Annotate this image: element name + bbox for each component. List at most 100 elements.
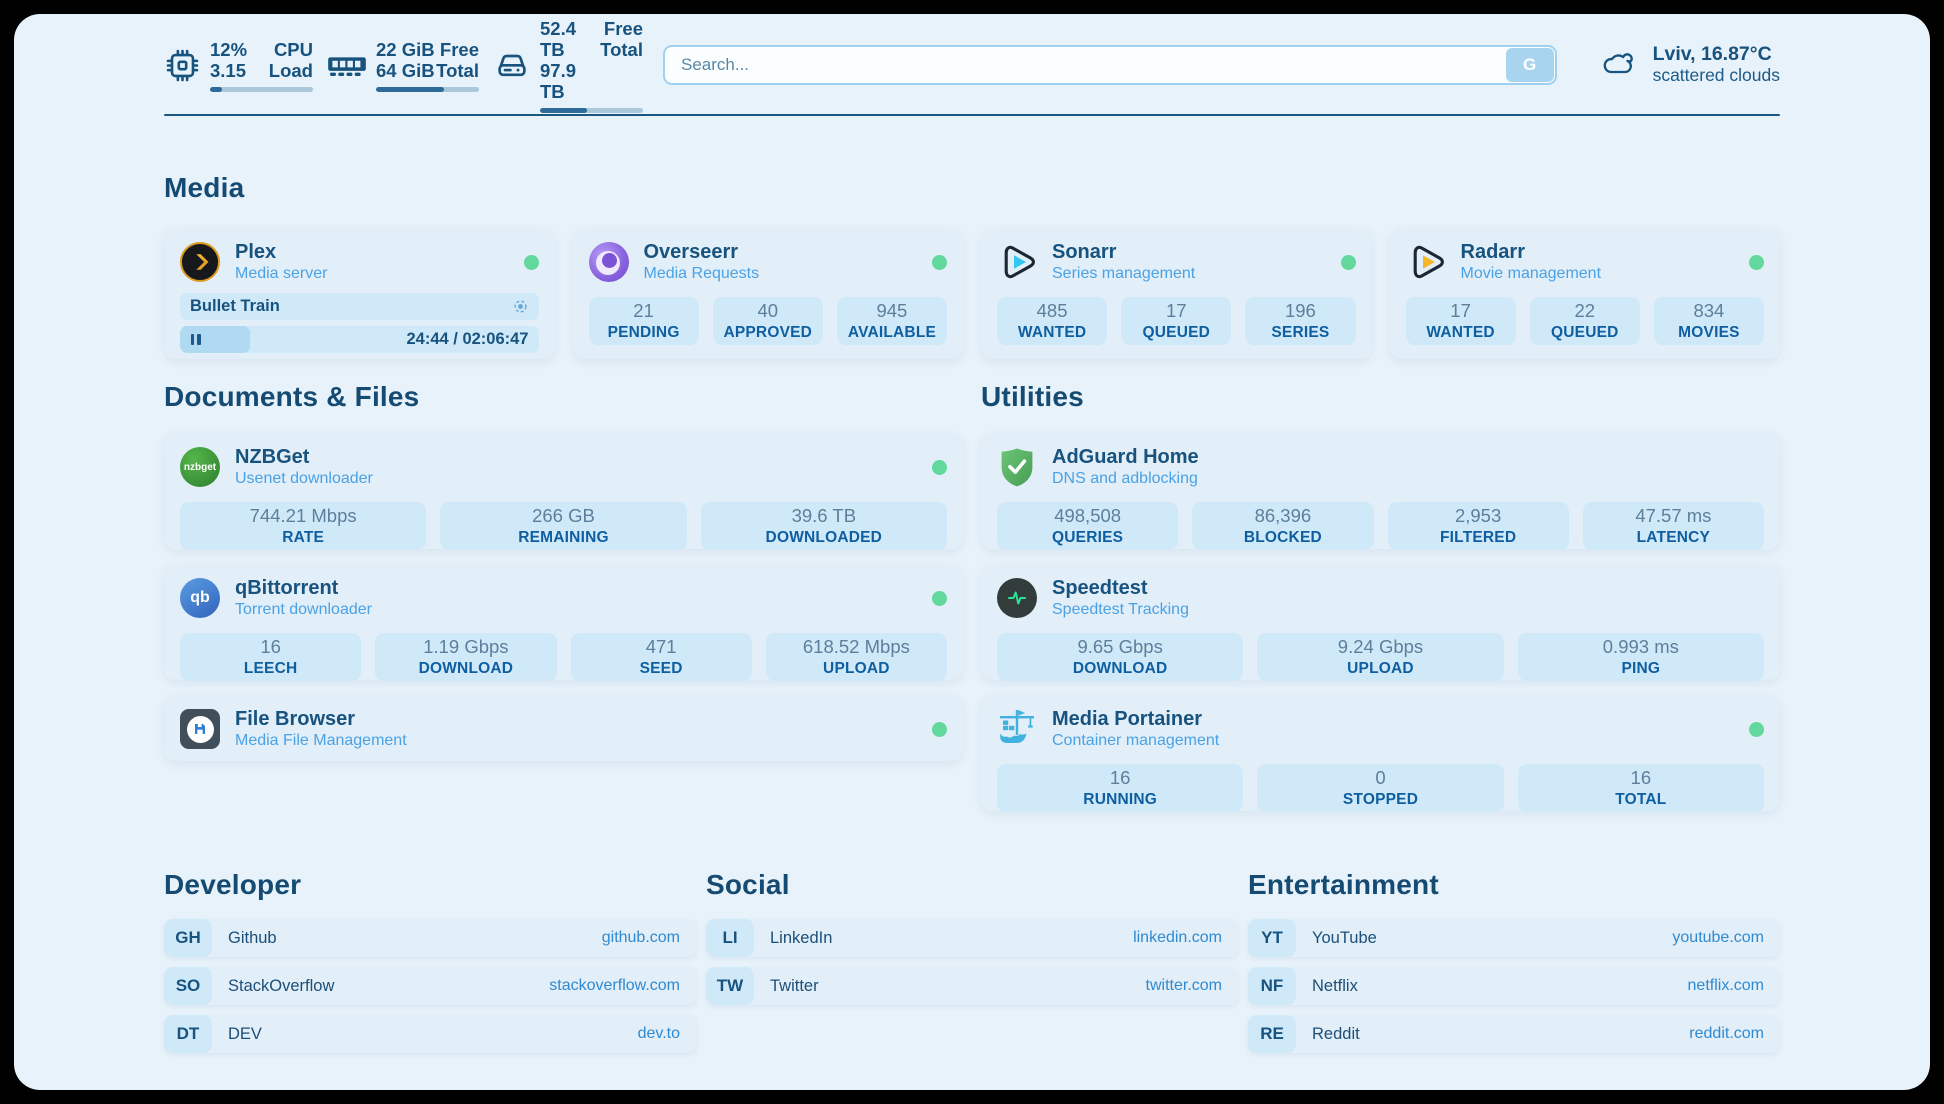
stat-tile: 0.993 ms PING xyxy=(1517,633,1764,681)
stat-tile: 618.52 Mbps UPLOAD xyxy=(765,633,947,681)
stat-tile: 196 SERIES xyxy=(1245,297,1356,345)
disk-values: 52.4 TB 97.9 TB xyxy=(540,17,577,102)
bookmark-name: YouTube xyxy=(1312,928,1377,947)
app-card-sonarr[interactable]: Sonarr Series management 485 WANTED 17 QUE… xyxy=(981,228,1372,359)
section-heading-social: Social xyxy=(706,869,790,900)
stat-tile: 498,508 QUERIES xyxy=(997,502,1179,550)
stat-tile: 17 QUEUED xyxy=(1121,297,1232,345)
portainer-icon xyxy=(997,709,1037,749)
section-utilities: Utilities AdGuard H xyxy=(981,381,1780,812)
memory-labels: Free Total xyxy=(436,38,479,81)
app-card-qbittorrent[interactable]: qb qBittorrent Torrent downloader 16 LEEC… xyxy=(164,564,963,681)
section-heading-developer: Developer xyxy=(164,869,302,900)
bookmark-url[interactable]: youtube.com xyxy=(1672,929,1764,946)
cpu-progress xyxy=(210,86,313,92)
stat-tile: 9.24 Gbps UPLOAD xyxy=(1257,633,1504,681)
bookmark-reddit[interactable]: RE Reddit reddit.com xyxy=(1248,1015,1780,1053)
weather-location: Lviv, 16.87°C xyxy=(1652,43,1772,65)
app-title: Overseerr xyxy=(643,241,739,263)
bookmark-name: Github xyxy=(228,928,277,947)
app-card-plex[interactable]: Plex Media server Bullet Train xyxy=(164,228,555,359)
app-card-overseerr[interactable]: Overseerr Media Requests 21 PENDING 40 APP… xyxy=(572,228,963,359)
speedtest-icon xyxy=(997,578,1037,618)
app-subtitle: Movie management xyxy=(1460,265,1602,282)
now-playing-row: Bullet Train xyxy=(180,293,539,320)
plex-icon xyxy=(180,242,220,282)
bookmark-twitter[interactable]: TW Twitter twitter.com xyxy=(706,967,1238,1005)
stat-tile: 40 APPROVED xyxy=(712,297,823,345)
app-subtitle: Torrent downloader xyxy=(235,601,372,618)
filebrowser-icon xyxy=(180,709,220,749)
app-title: Media Portainer xyxy=(1052,708,1203,730)
cpu-values: 12% 3.15 xyxy=(210,38,248,81)
status-online-dot xyxy=(932,254,947,270)
app-card-adguard[interactable]: AdGuard Home DNS and adblocking 498,508 Q… xyxy=(981,433,1780,550)
app-card-portainer[interactable]: Media Portainer Container management 16 R… xyxy=(981,695,1780,812)
bookmark-url[interactable]: dev.to xyxy=(637,1025,680,1042)
bookmark-dev[interactable]: DT DEV dev.to xyxy=(164,1015,696,1053)
stat-tile: 47.57 ms LATENCY xyxy=(1582,502,1764,550)
app-subtitle: Media server xyxy=(235,265,328,282)
bookmark-stackoverflow[interactable]: SO StackOverflow stackoverflow.com xyxy=(164,967,696,1005)
now-playing-title: Bullet Train xyxy=(190,297,280,315)
bookmark-name: Twitter xyxy=(770,976,819,995)
bookmark-youtube[interactable]: YT YouTube youtube.com xyxy=(1248,919,1780,957)
search-engine-button[interactable]: G xyxy=(1505,48,1554,82)
radarr-icon xyxy=(1406,242,1446,282)
stat-tile: 834 MOVIES xyxy=(1653,297,1765,345)
stat-tile: 16 TOTAL xyxy=(1517,764,1764,812)
cpu-labels: CPU Load xyxy=(268,38,313,81)
app-title: Radarr xyxy=(1460,241,1525,263)
bookmark-name: LinkedIn xyxy=(770,928,833,947)
topbar: 12% 3.15 CPU Load xyxy=(164,18,1780,113)
app-title: Speedtest xyxy=(1052,577,1148,599)
cloud-icon xyxy=(1601,49,1637,82)
section-heading-documents: Documents & Files xyxy=(164,381,420,412)
status-online-dot xyxy=(523,254,539,270)
stat-tile: 39.6 TB DOWNLOADED xyxy=(700,502,947,550)
bookmark-abbr: SO xyxy=(164,967,212,1005)
stat-tile: 471 SEED xyxy=(570,633,752,681)
weather-condition: scattered clouds xyxy=(1652,65,1780,85)
memory-values: 22 GiB 64 GiB xyxy=(376,38,435,81)
app-subtitle: Container management xyxy=(1052,732,1220,749)
app-card-radarr[interactable]: Radarr Movie management 17 WANTED 22 QUEUE… xyxy=(1389,228,1780,359)
bookmark-url[interactable]: twitter.com xyxy=(1145,977,1222,994)
bookmark-url[interactable]: netflix.com xyxy=(1687,977,1764,994)
bookmark-github[interactable]: GH Github github.com xyxy=(164,919,696,957)
app-card-nzbget[interactable]: nzbget NZBGet Usenet downloader 744.21 M… xyxy=(164,433,963,550)
bookmark-url[interactable]: github.com xyxy=(601,929,680,946)
stat-tile: 1.19 Gbps DOWNLOAD xyxy=(375,633,557,681)
app-title: Plex xyxy=(235,241,277,263)
stat-tile: 2,953 FILTERED xyxy=(1387,502,1569,550)
disk-progress xyxy=(540,107,643,113)
bookmark-url[interactable]: linkedin.com xyxy=(1133,929,1222,946)
stat-tile: 945 AVAILABLE xyxy=(836,297,948,345)
bookmark-abbr: GH xyxy=(164,919,212,957)
app-title: Sonarr xyxy=(1052,241,1117,263)
bookmark-linkedin[interactable]: LI LinkedIn linkedin.com xyxy=(706,919,1238,957)
bookmark-url[interactable]: stackoverflow.com xyxy=(549,977,680,994)
app-subtitle: Usenet downloader xyxy=(235,470,373,487)
header-divider xyxy=(164,114,1780,116)
bookmark-netflix[interactable]: NF Netflix netflix.com xyxy=(1248,967,1780,1005)
stat-tile: 17 WANTED xyxy=(1405,297,1516,345)
qbittorrent-icon: qb xyxy=(180,578,220,618)
bookmark-name: StackOverflow xyxy=(228,976,335,995)
bookmark-url[interactable]: reddit.com xyxy=(1689,1025,1764,1042)
app-subtitle: Series management xyxy=(1052,265,1196,282)
pause-icon xyxy=(191,334,201,345)
app-card-filebrowser[interactable]: File Browser Media File Management xyxy=(164,695,963,761)
status-online-dot xyxy=(932,590,947,606)
app-card-speedtest[interactable]: Speedtest Speedtest Tracking 9.65 Gbps DO… xyxy=(981,564,1780,681)
bookmark-abbr: YT xyxy=(1248,919,1296,957)
section-media: Media Plex Media server xyxy=(164,172,1780,359)
stat-tile: 266 GB REMAINING xyxy=(440,502,687,550)
search-input[interactable] xyxy=(663,45,1557,85)
disk-icon xyxy=(493,46,531,84)
bookmark-name: DEV xyxy=(228,1024,262,1043)
bookmark-abbr: DT xyxy=(164,1015,212,1053)
app-subtitle: DNS and adblocking xyxy=(1052,470,1198,487)
stat-tile: 22 QUEUED xyxy=(1529,297,1640,345)
nzbget-icon: nzbget xyxy=(180,447,220,487)
